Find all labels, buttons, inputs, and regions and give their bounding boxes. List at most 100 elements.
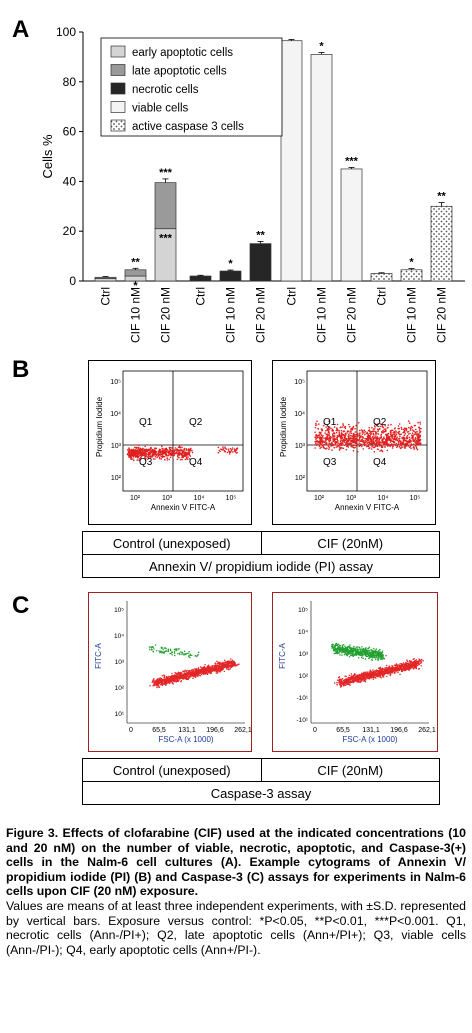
x-tick-label: CIF 10 nM — [224, 287, 238, 343]
x-axis-label: Annexin V FITC-A — [335, 503, 400, 512]
cytogram-b-cif: Q1 Q2 Q3 Q4 10⁵ 10⁴ 10³ 10² 10² 10³ 10⁴ 10⁵ Annexin … — [272, 360, 436, 525]
x-tick-label: Ctrl — [375, 287, 389, 306]
x-tick-label: Ctrl — [194, 287, 208, 306]
bar-viable-0-0 — [280, 40, 303, 282]
x-tick-label: 0 — [129, 727, 133, 734]
y-tick-label: 10² — [295, 475, 306, 482]
figure-caption: Figure 3. Effects of clofarabine (CIF) u… — [6, 826, 466, 957]
bar-viable-1-0 — [310, 54, 333, 282]
y-tick-label: 10⁴ — [110, 411, 121, 418]
x-tick-label: 262,1 — [234, 727, 251, 734]
y-axis-label: Propidium Iodide — [279, 396, 288, 457]
y-tick-label: 80 — [63, 75, 77, 89]
y-tick-label: 10⁴ — [294, 411, 305, 418]
significance-label: *** — [159, 233, 173, 245]
y-tick-label: 10² — [115, 685, 125, 692]
x-tick-label: 10³ — [346, 495, 357, 502]
x-tick-label: Ctrl — [285, 287, 299, 306]
x-tick-label: 10⁵ — [410, 495, 421, 502]
x-tick-label: 10⁵ — [226, 495, 237, 502]
x-tick-label: 196,6 — [206, 727, 224, 734]
quadrant-label: Q1 — [323, 417, 337, 428]
scatter-points — [314, 420, 422, 453]
bar-caspase-1-0 — [400, 269, 423, 282]
y-axis-label: Cells % — [40, 134, 55, 179]
y-tick-label: 10⁴ — [114, 633, 124, 640]
cytogram-c-cif-plot: 10⁵ 10⁴ 10³ 10² -10¹ -10¹ 0 65,5 131,1 196,6 262,1… — [278, 601, 436, 744]
quadrant-label: Q3 — [323, 457, 337, 468]
y-tick-label: 0 — [69, 274, 76, 288]
quadrant-label: Q2 — [189, 417, 203, 428]
y-tick-label: 20 — [63, 224, 77, 238]
y-tick-label: 10³ — [299, 651, 309, 658]
table-b-control-label: Control (unexposed) — [82, 531, 262, 555]
x-tick-label: CIF 10 nM — [315, 287, 329, 343]
y-tick-label: 10³ — [295, 443, 306, 450]
table-c: Control (unexposed) CIF (20nM) Caspase-3… — [82, 758, 440, 805]
scatter-points — [330, 642, 424, 688]
y-tick-label: 10³ — [115, 659, 125, 666]
y-tick-label: 10² — [299, 673, 309, 680]
legend-entry: active caspase 3 cells — [132, 121, 244, 133]
legend-entry: viable cells — [132, 103, 188, 115]
x-tick-label: 10² — [314, 495, 325, 502]
significance-label: *** — [345, 155, 359, 167]
quadrant-label: Q3 — [139, 457, 153, 468]
y-axis-label: FITC-A — [94, 642, 103, 668]
y-axis-label: FITC-A — [278, 642, 287, 668]
legend-entry: early apoptotic cells — [132, 47, 233, 59]
bar-apoptotic-2-1 — [154, 182, 177, 230]
table-b-cif-label: CIF (20nM) — [260, 531, 440, 555]
y-tick-label: 10⁴ — [298, 629, 308, 636]
scatter-points — [126, 444, 239, 462]
caption-title: Figure 3. Effects of clofarabine (CIF) u… — [6, 826, 466, 899]
plot-frame — [306, 370, 428, 492]
significance-label: * — [228, 258, 233, 270]
bar-necrotic-2-0 — [249, 243, 272, 282]
legend-entry: necrotic cells — [132, 84, 199, 96]
table-c-assay-label: Caspase-3 assay — [82, 781, 440, 805]
x-tick-label: 10³ — [162, 495, 173, 502]
significance-label: ** — [131, 256, 140, 268]
y-tick-label: -10¹ — [296, 695, 308, 702]
significance-label: * — [133, 280, 138, 292]
bar-necrotic-0-0 — [189, 275, 212, 282]
quadrant-label: Q4 — [373, 457, 387, 468]
legend-entry: late apoptotic cells — [132, 66, 227, 78]
y-axis-label: Propidium Iodide — [95, 396, 104, 457]
significance-label: * — [319, 40, 324, 52]
x-tick-label: CIF 10 nM — [129, 287, 143, 343]
x-tick-label: CIF 10 nM — [405, 287, 419, 343]
x-tick-label: 10² — [130, 495, 141, 502]
x-tick-label: CIF 20 nM — [435, 287, 449, 343]
y-tick-label: 40 — [63, 174, 77, 188]
panel-letter-b: B — [12, 356, 30, 383]
x-tick-label: 10⁴ — [194, 495, 205, 502]
x-tick-label: CIF 20 nM — [159, 287, 173, 343]
bar-necrotic-1-0 — [219, 270, 242, 282]
bar-apoptotic-1-1 — [124, 269, 147, 277]
x-tick-label: CIF 20 nM — [345, 287, 359, 343]
cytogram-c-control-plot: 10⁵ 10⁴ 10³ 10² 10¹ 0 65,5 131,1 196,6 262,1 FSC-A… — [94, 601, 252, 744]
quadrant-label: Q4 — [189, 457, 203, 468]
quadrant-label: Q1 — [139, 417, 153, 428]
table-b: Control (unexposed) CIF (20nM) Annexin V… — [82, 531, 440, 578]
cytogram-b-cif-plot: Q1 Q2 Q3 Q4 10⁵ 10⁴ 10³ 10² 10² 10³ 10⁴ 10⁵ Annexin … — [279, 370, 428, 512]
x-axis-label: Annexin V FITC-A — [151, 503, 216, 512]
x-tick-label: 65,5 — [152, 727, 166, 734]
y-tick-label: 10³ — [111, 443, 122, 450]
y-tick-label: 100 — [56, 25, 76, 39]
legend-swatch — [110, 64, 126, 76]
legend-swatch — [110, 101, 126, 113]
y-tick-label: -10¹ — [296, 717, 308, 724]
legend-swatch — [110, 82, 126, 95]
y-tick-label: 10⁵ — [110, 379, 121, 386]
panel-letter-c: C — [12, 592, 30, 619]
x-tick-label: 65,5 — [336, 727, 350, 734]
cytogram-c-control: 10⁵ 10⁴ 10³ 10² 10¹ 0 65,5 131,1 196,6 262,1 FSC-A… — [88, 592, 252, 752]
y-tick-label: 10⁵ — [114, 607, 124, 614]
table-c-cif-label: CIF (20nM) — [260, 758, 440, 782]
x-axis-label: FSC-A (x 1000) — [158, 735, 213, 744]
y-tick-label: 10⁵ — [294, 379, 305, 386]
